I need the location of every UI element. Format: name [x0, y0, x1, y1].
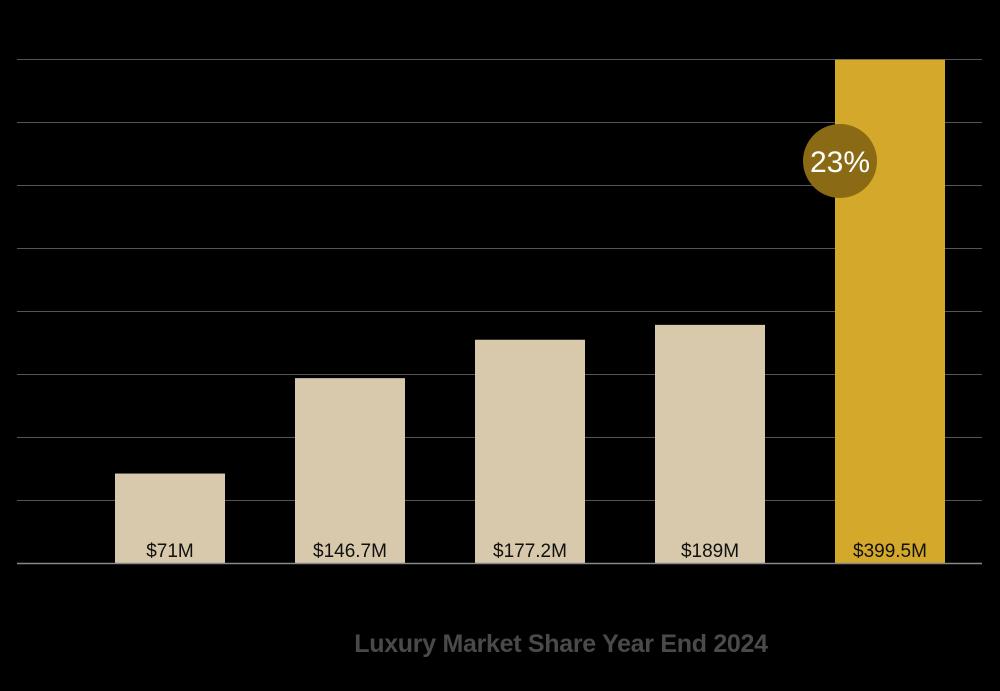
bar: [475, 339, 585, 563]
percent-badge-text: 23%: [810, 146, 870, 179]
chart-title: Luxury Market Share Year End 2024: [354, 630, 768, 658]
bar-value-label: $189M: [681, 541, 739, 562]
bar-value-label: $146.7M: [313, 541, 387, 562]
annotation: 23%: [803, 124, 877, 198]
bar: [655, 324, 765, 563]
bar-value-label: $177.2M: [493, 541, 567, 562]
bar-value-label: $71M: [146, 541, 194, 562]
bar: [295, 378, 405, 563]
bar-chart: $71M $146.7M $177.2M $189M $399.5M 23%: [17, 59, 982, 565]
bar: [115, 473, 225, 563]
percent-badge: [803, 124, 877, 198]
bar-value-label: $399.5M: [853, 541, 927, 562]
value-labels: $71M $146.7M $177.2M $189M $399.5M: [146, 541, 927, 562]
